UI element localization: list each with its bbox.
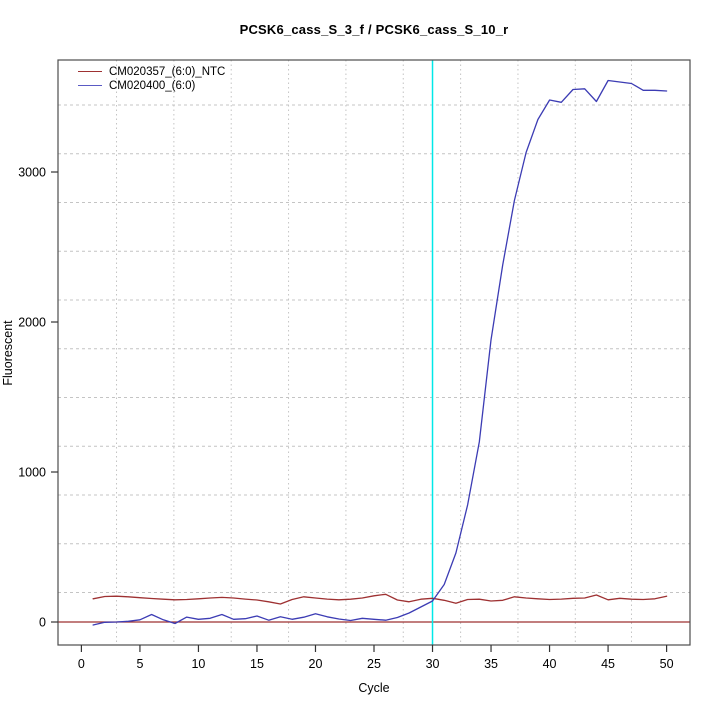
x-tick-label: 40 <box>543 657 557 671</box>
x-tick-label: 30 <box>426 657 440 671</box>
legend-item-label: CM020357_(6:0)_NTC <box>109 65 226 78</box>
x-tick-label: 0 <box>78 657 85 671</box>
plot-border <box>57 59 691 646</box>
plot-border-rect <box>57 59 691 646</box>
x-axis-ticks: 0 5 10 15 20 25 30 35 40 45 50 <box>78 645 674 671</box>
sample-series-line <box>92 79 668 626</box>
x-tick-label: 20 <box>309 657 323 671</box>
y-tick-label: 1000 <box>18 466 46 480</box>
y-tick-label: 3000 <box>18 166 46 180</box>
x-tick-label: 15 <box>250 657 264 671</box>
y-tick-label: 2000 <box>18 316 46 330</box>
legend-line-swatch <box>78 85 102 86</box>
y-tick-label: 0 <box>39 616 46 630</box>
x-tick-label: 25 <box>367 657 381 671</box>
legend: CM020357_(6:0)_NTC CM020400_(6:0) <box>78 65 226 92</box>
x-tick-label: 10 <box>191 657 205 671</box>
ntc-series-line <box>92 593 668 605</box>
series-lines <box>92 79 668 626</box>
legend-item-label: CM020400_(6:0) <box>109 79 196 92</box>
grid-lines <box>58 60 690 645</box>
legend-line-swatch <box>78 71 102 72</box>
x-tick-label: 50 <box>660 657 674 671</box>
legend-item: CM020400_(6:0) <box>78 79 225 92</box>
chart-title: PCSK6_cass_S_3_f / PCSK6_cass_S_10_r <box>239 22 509 37</box>
x-tick-label: 35 <box>484 657 498 671</box>
x-tick-label: 45 <box>601 657 615 671</box>
legend-item: CM020357_(6:0)_NTC <box>78 65 226 78</box>
x-axis-label: Cycle <box>358 681 390 695</box>
y-axis-label: Fluorescent <box>1 320 15 386</box>
x-tick-label: 5 <box>136 657 143 671</box>
y-axis-ticks: 0 1000 2000 3000 <box>18 166 58 630</box>
